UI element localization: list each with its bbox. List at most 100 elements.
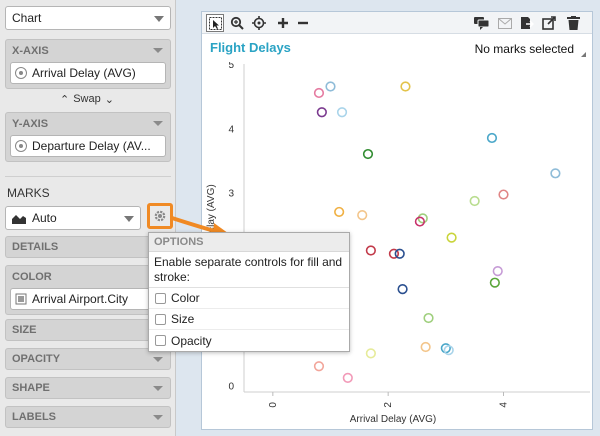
- option-label: Color: [171, 291, 200, 305]
- details-label: DETAILS: [12, 241, 59, 253]
- plus-icon: [278, 18, 288, 28]
- x-tick-label: 4: [499, 402, 510, 408]
- scatter-point: [342, 372, 353, 383]
- pointer-icon: [208, 16, 222, 30]
- labels-shelf[interactable]: LABELS: [5, 406, 171, 428]
- scatter-point: [423, 312, 434, 324]
- y-axis-title: Delay (AVG): [206, 184, 217, 239]
- scatter-point: [334, 206, 345, 218]
- size-checkbox[interactable]: [155, 313, 166, 325]
- chevron-down-icon: [153, 415, 163, 420]
- area-chart-icon: [12, 213, 26, 224]
- y-tick-label: 5: [228, 62, 234, 71]
- scatter-point: [489, 277, 500, 288]
- labels-label: LABELS: [12, 411, 56, 423]
- zoom-in-button[interactable]: [274, 14, 292, 32]
- divider: [5, 176, 171, 177]
- scatter-point: [414, 216, 425, 227]
- chart-title: Flight Delays: [210, 40, 291, 55]
- x-axis-header: X-AXIS: [6, 40, 170, 62]
- color-field: Arrival Airport.City: [32, 292, 129, 306]
- comment-button[interactable]: [472, 14, 490, 32]
- email-button[interactable]: [496, 14, 514, 32]
- option-label: Opacity: [171, 333, 212, 348]
- scatter-point: [394, 248, 405, 259]
- y-axis-field: Departure Delay (AV...: [32, 139, 151, 153]
- scatter-point: [486, 132, 498, 144]
- scatter-point: [357, 210, 368, 221]
- scatter-point: [397, 283, 408, 295]
- resize-corner-icon[interactable]: [581, 52, 586, 57]
- select-tool-button[interactable]: [206, 14, 224, 32]
- comment-icon: [473, 16, 489, 30]
- popup-title: OPTIONS: [149, 233, 349, 252]
- x-axis-field-pill[interactable]: Arrival Delay (AVG): [10, 62, 166, 84]
- shape-label: SHAPE: [12, 382, 50, 394]
- open-external-icon: [542, 16, 556, 30]
- opacity-shelf[interactable]: OPACITY: [5, 348, 171, 370]
- option-size[interactable]: Size: [149, 309, 349, 330]
- scatter-point: [492, 265, 503, 277]
- size-label: SIZE: [12, 324, 37, 336]
- opacity-checkbox[interactable]: [155, 335, 166, 346]
- zoom-out-button[interactable]: [294, 14, 312, 32]
- chevron-down-icon: ⌄: [104, 94, 114, 106]
- chevron-down-icon: [153, 357, 163, 362]
- scatter-point: [313, 87, 325, 99]
- y-tick-label: 0: [228, 382, 234, 393]
- popup-description: Enable separate controls for fill and st…: [149, 252, 349, 288]
- scatter-point: [365, 348, 376, 359]
- chevron-down-icon: [153, 386, 163, 391]
- options-popup: OPTIONS Enable separate controls for fil…: [148, 232, 350, 352]
- swap-label: Swap: [73, 93, 101, 105]
- color-header: COLOR: [6, 266, 170, 288]
- scatter-point: [325, 81, 336, 92]
- x-axis-title: Arrival Delay (AVG): [350, 414, 437, 425]
- export-icon: [521, 17, 534, 29]
- mark-type-value: Auto: [32, 211, 57, 225]
- swap-button[interactable]: ⌃ Swap ⌄: [60, 93, 114, 106]
- chart-type-dropdown[interactable]: Chart: [5, 6, 171, 30]
- y-axis-field-pill[interactable]: Departure Delay (AV...: [10, 135, 166, 157]
- chevron-down-icon: [154, 16, 164, 22]
- chevron-down-icon[interactable]: [153, 121, 163, 126]
- mark-type-dropdown[interactable]: Auto: [5, 206, 141, 230]
- color-checkbox[interactable]: [155, 292, 166, 304]
- y-axis-header: Y-AXIS: [6, 113, 170, 135]
- x-tick-label: 2: [383, 402, 394, 408]
- color-field-pill[interactable]: Arrival Airport.City: [10, 288, 166, 310]
- shape-shelf[interactable]: SHAPE: [5, 377, 171, 399]
- zoom-tool-button[interactable]: [228, 14, 246, 32]
- y-axis-header-label: Y-AXIS: [12, 118, 49, 130]
- chart-type-value: Chart: [12, 11, 42, 25]
- details-shelf[interactable]: DETAILS: [5, 236, 171, 258]
- y-tick-label: 3: [228, 189, 234, 200]
- scatter-point: [388, 248, 400, 259]
- opacity-label: OPACITY: [12, 353, 61, 365]
- mark-options-button[interactable]: [147, 203, 173, 229]
- open-external-button[interactable]: [540, 14, 558, 32]
- scatter-point: [498, 189, 509, 200]
- chevron-up-icon: ⌃: [60, 94, 70, 106]
- scatter-point: [420, 341, 431, 353]
- scatter-point: [400, 81, 411, 92]
- scatter-point: [443, 345, 454, 356]
- color-shelf: COLOR Arrival Airport.City: [5, 265, 171, 315]
- option-opacity[interactable]: Opacity: [149, 330, 349, 351]
- left-panel: Chart X-AXIS Arrival Delay (AVG) ⌃ Swap …: [0, 0, 176, 436]
- scatter-point: [417, 213, 428, 224]
- scatter-point: [469, 195, 480, 207]
- x-axis-shelf: X-AXIS Arrival Delay (AVG): [5, 39, 171, 89]
- export-button[interactable]: [518, 14, 536, 32]
- x-axis-header-label: X-AXIS: [12, 45, 49, 57]
- y-axis-shelf: Y-AXIS Departure Delay (AV...: [5, 112, 171, 162]
- option-color[interactable]: Color: [149, 288, 349, 309]
- chevron-down-icon[interactable]: [153, 48, 163, 53]
- scatter-point: [336, 107, 348, 118]
- selection-status: No marks selected: [474, 42, 574, 56]
- delete-button[interactable]: [564, 14, 582, 32]
- option-label: Size: [171, 312, 195, 326]
- measure-icon: [15, 140, 27, 152]
- pan-tool-button[interactable]: [250, 14, 268, 32]
- size-shelf[interactable]: SIZE: [5, 319, 171, 341]
